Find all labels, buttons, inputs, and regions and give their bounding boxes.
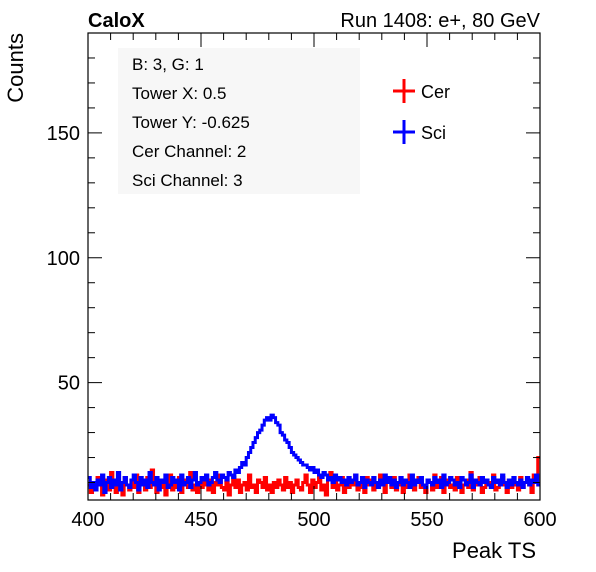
legend-label-sci: Sci xyxy=(421,123,446,143)
legend-label-cer: Cer xyxy=(421,82,450,102)
axis-layer: 400 450 500 550 600 50 100 150 xyxy=(47,33,557,531)
x-tick-label: 500 xyxy=(297,509,330,531)
y-tick-label: 100 xyxy=(47,248,80,270)
x-axis-title: Peak TS xyxy=(452,538,536,563)
x-tick-label: 600 xyxy=(523,509,556,531)
header-right-label: Run 1408: e+, 80 GeV xyxy=(340,10,540,32)
legend: Cer Sci xyxy=(393,79,450,144)
x-tick-label: 400 xyxy=(71,509,104,531)
info-line: Cer Channel: 2 xyxy=(132,142,246,161)
series-line-sci xyxy=(88,413,540,495)
header-left-label: CaloX xyxy=(88,10,145,32)
info-line: Tower Y: -0.625 xyxy=(132,113,250,132)
info-line: B: 3, G: 1 xyxy=(132,55,204,74)
y-axis-title: Counts xyxy=(3,33,28,103)
info-box xyxy=(118,48,360,194)
series-layer xyxy=(88,413,540,497)
y-tick-label: 50 xyxy=(58,373,80,395)
x-tick-label: 550 xyxy=(410,509,443,531)
x-tick-label: 450 xyxy=(184,509,217,531)
legend-marker-sci xyxy=(393,120,415,144)
legend-marker-cer xyxy=(393,79,415,103)
info-line: Sci Channel: 3 xyxy=(132,171,243,190)
y-tick-label: 150 xyxy=(47,123,80,145)
info-line: Tower X: 0.5 xyxy=(132,84,227,103)
